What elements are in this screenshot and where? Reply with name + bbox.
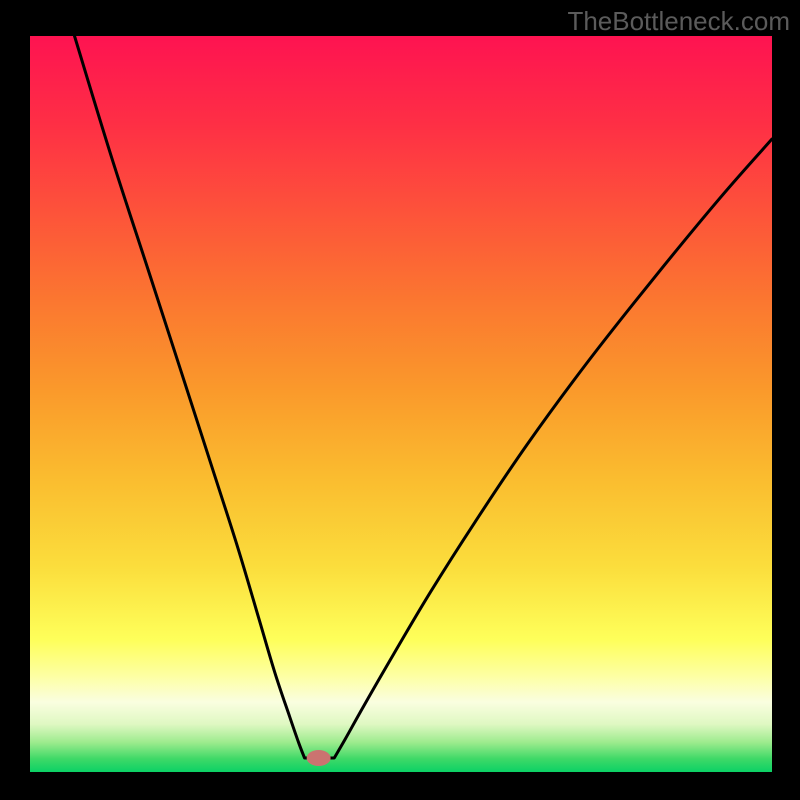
plot-area <box>30 36 772 772</box>
watermark-text: TheBottleneck.com <box>567 6 790 37</box>
chart-stage: TheBottleneck.com <box>0 0 800 800</box>
plot-background <box>30 36 772 772</box>
plot-svg <box>30 36 772 772</box>
bottleneck-marker <box>307 750 331 766</box>
